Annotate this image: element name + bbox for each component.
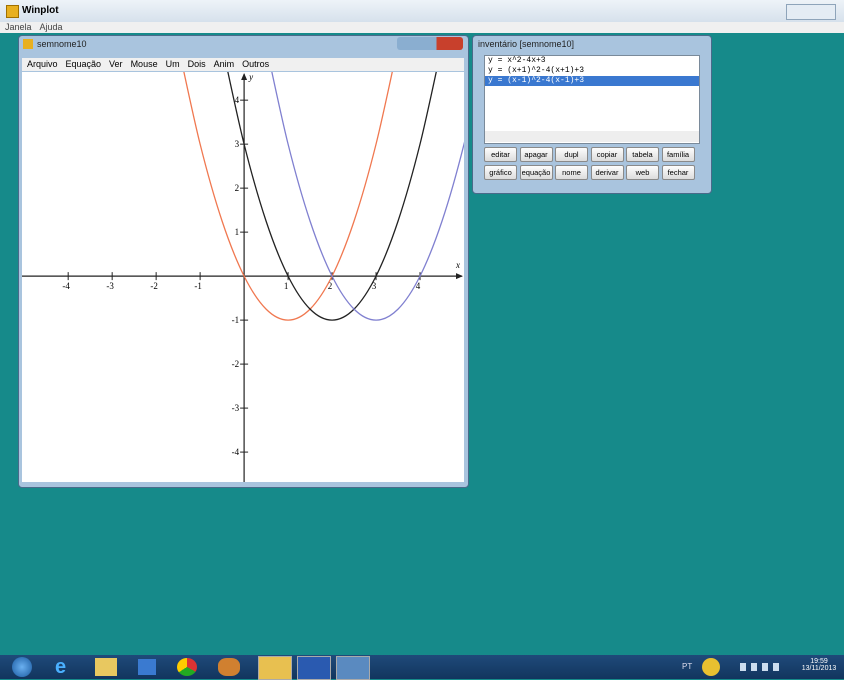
y-axis-label: y: [248, 72, 253, 82]
plot-menu: Arquivo Equação Ver Mouse Um Dois Anim Outros: [22, 58, 464, 71]
button[interactable]: apagar: [520, 147, 553, 162]
x-tick-label: -4: [62, 281, 70, 291]
menu-item[interactable]: Um: [166, 59, 180, 69]
x-tick-label: -2: [150, 281, 158, 291]
start-button[interactable]: [12, 657, 32, 677]
taskbar: e PT 19:59 13/11/2013: [0, 655, 844, 679]
tray-icons[interactable]: [740, 663, 780, 671]
x-tick-label: 1: [284, 281, 289, 291]
y-axis-arrow: [241, 73, 247, 80]
date: 13/11/2013: [800, 665, 838, 672]
x-axis-label: x: [455, 260, 460, 270]
button[interactable]: copiar: [591, 147, 624, 162]
language[interactable]: PT: [682, 662, 692, 671]
button[interactable]: dupl: [555, 147, 588, 162]
scrollbar[interactable]: [485, 131, 699, 142]
media-icon[interactable]: [138, 659, 156, 675]
window-controls[interactable]: [397, 37, 463, 50]
y-tick-label: -3: [232, 403, 240, 413]
button[interactable]: derivar: [591, 165, 624, 180]
menu-item[interactable]: Arquivo: [27, 59, 58, 69]
button[interactable]: equação: [520, 165, 553, 180]
word-task[interactable]: [297, 656, 331, 680]
menu-item[interactable]: Ver: [109, 59, 123, 69]
menu-item[interactable]: Mouse: [131, 59, 158, 69]
menu-item[interactable]: Janela: [5, 22, 32, 32]
y-tick-label: -1: [232, 315, 240, 325]
menu-item[interactable]: Equação: [66, 59, 102, 69]
y-tick-label: -2: [232, 359, 240, 369]
app-title: Winplot: [22, 5, 59, 16]
explorer-icon[interactable]: [95, 658, 117, 676]
button[interactable]: web: [626, 165, 659, 180]
x-tick-label: -1: [194, 281, 202, 291]
button[interactable]: fechar: [662, 165, 695, 180]
curve: [266, 72, 464, 320]
menu-item[interactable]: Outros: [242, 59, 269, 69]
y-tick-label: 1: [235, 227, 240, 237]
equation[interactable]: y = x^2-4x+3: [485, 56, 699, 66]
time: 19:59: [800, 658, 838, 665]
button[interactable]: nome: [555, 165, 588, 180]
paint-task[interactable]: [336, 656, 370, 680]
button[interactable]: família: [662, 147, 695, 162]
clock[interactable]: 19:59 13/11/2013: [800, 658, 838, 672]
app-icon[interactable]: [218, 658, 240, 676]
app-menu: Janela Ajuda: [0, 22, 844, 33]
button[interactable]: tabela: [626, 147, 659, 162]
x-tick-label: -3: [106, 281, 114, 291]
menu-item[interactable]: Ajuda: [40, 22, 63, 32]
y-tick-label: 2: [235, 183, 240, 193]
button[interactable]: gráfico: [484, 165, 517, 180]
ie-icon[interactable]: e: [55, 658, 77, 676]
button[interactable]: editar: [484, 147, 517, 162]
tray-icon[interactable]: [702, 658, 720, 676]
window-icon: [23, 39, 33, 49]
window-title: inventário [semnome10]: [478, 39, 574, 49]
screen: Winplot Janela Ajuda semnome10 Arquivo Equ…: [0, 0, 844, 679]
equation[interactable]: y = (x+1)^2-4(x+1)+3: [485, 66, 699, 76]
app-icon: [6, 5, 19, 18]
y-tick-label: -4: [232, 447, 240, 457]
menu-item[interactable]: Dois: [188, 59, 206, 69]
y-tick-label: 3: [235, 139, 240, 149]
app-title-bar: Winplot: [0, 0, 844, 22]
equation[interactable]: y = (x-1)^2-4(x-1)+3: [485, 76, 699, 86]
window-controls[interactable]: [786, 4, 836, 20]
window-title: semnome10: [37, 39, 87, 49]
menu-item[interactable]: Anim: [214, 59, 235, 69]
plot-window: semnome10 Arquivo Equação Ver Mouse Um Dois An…: [18, 35, 469, 488]
x-axis-arrow: [456, 273, 463, 279]
chrome-icon[interactable]: [177, 658, 197, 676]
winplot-task[interactable]: [258, 656, 292, 680]
